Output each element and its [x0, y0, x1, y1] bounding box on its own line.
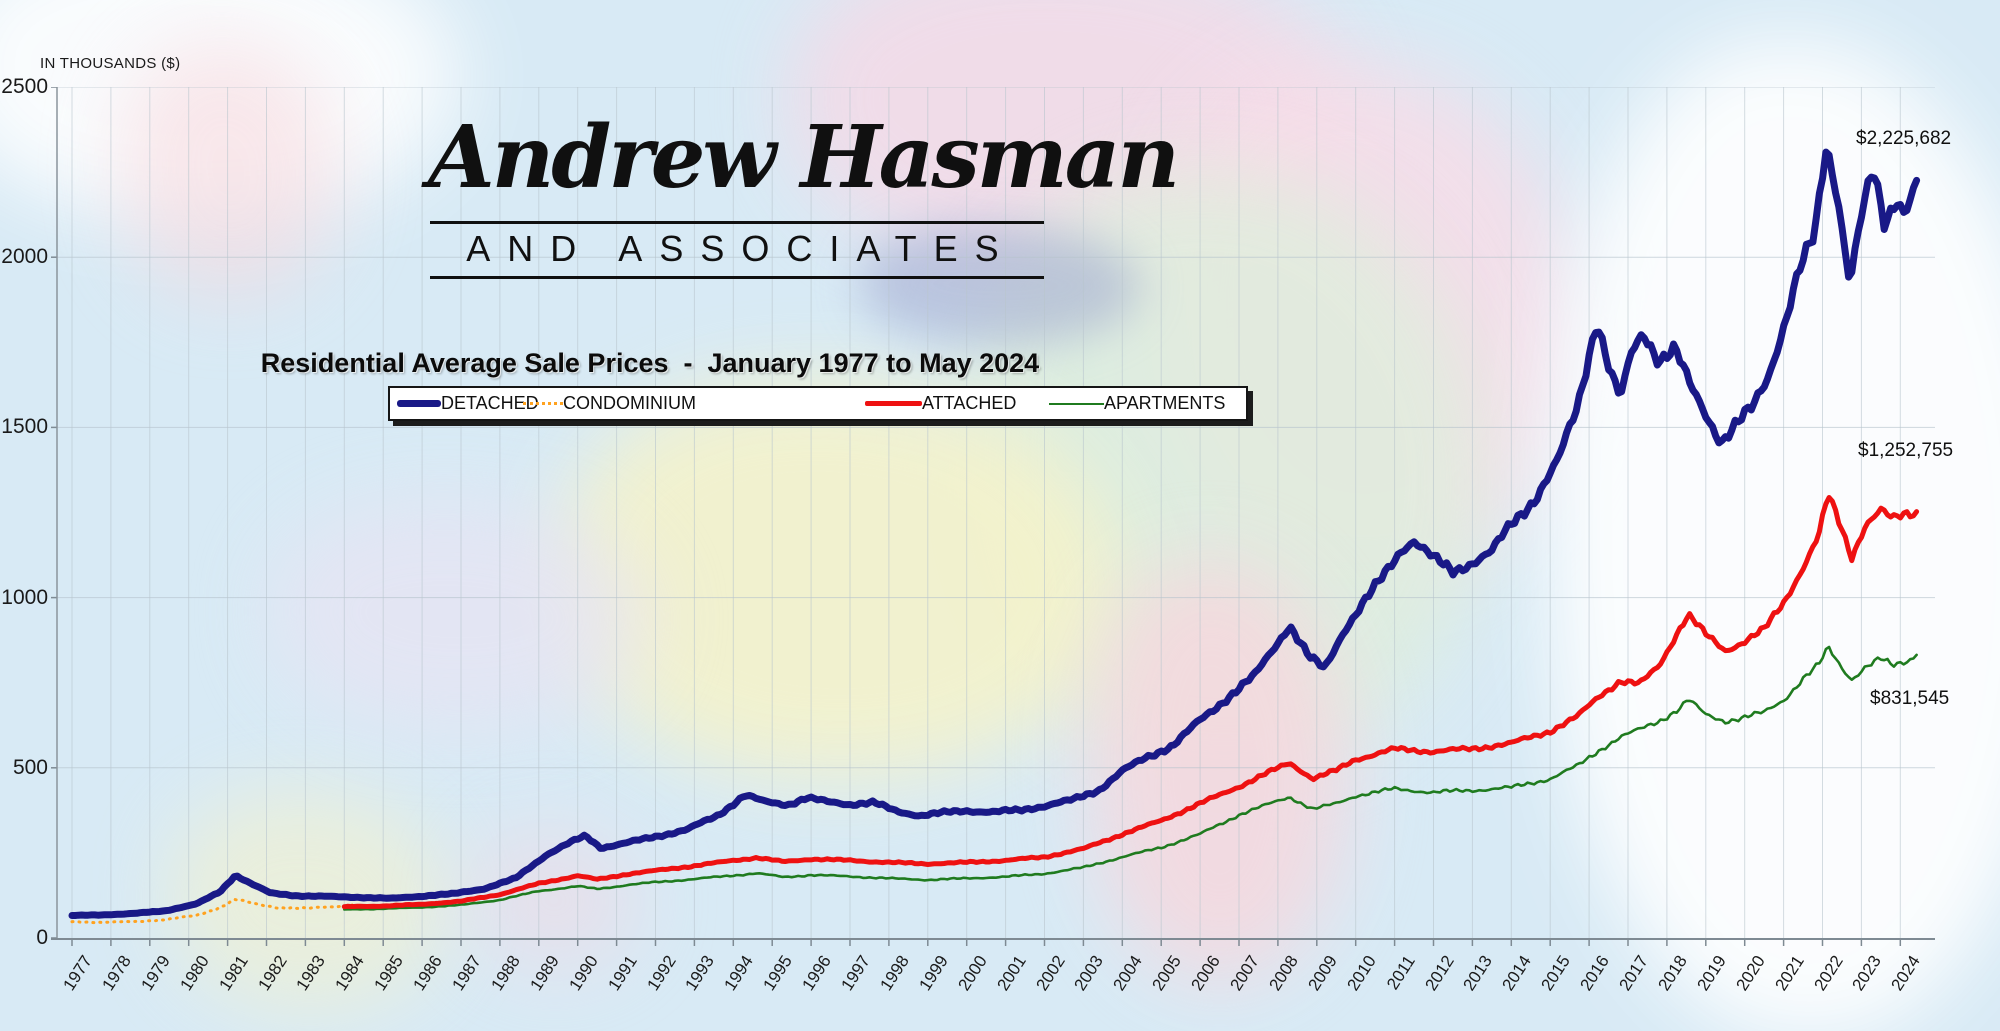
x-tick-label-1997: 1997: [837, 952, 874, 995]
x-tick-label-1999: 1999: [915, 952, 952, 995]
map-region: [860, 225, 1140, 345]
plot-area: [50, 86, 1940, 951]
x-tick-label-1978: 1978: [98, 952, 135, 995]
legend-label: DETACHED: [441, 393, 539, 413]
logo-script-name: Andrew Hasman: [428, 107, 1180, 208]
map-region: [560, 380, 1120, 780]
legend-label: CONDOMINIUM: [563, 393, 696, 413]
legend-label: APARTMENTS: [1104, 393, 1226, 413]
legend-box: DETACHED CONDOMINIUM ATTACHED APARTMENTS: [388, 386, 1248, 421]
y-tick-label-0: 0: [36, 926, 48, 949]
attached-end-value-label: $1,252,755: [1858, 440, 1954, 461]
x-tick-label-1988: 1988: [487, 952, 524, 995]
x-tick-label-1995: 1995: [759, 952, 797, 995]
chart-svg: [51, 86, 1935, 946]
company-logo: Andrew Hasman AND ASSOCIATES: [428, 96, 1180, 279]
x-tick-label-2003: 2003: [1070, 952, 1108, 995]
y-tick-label-1000: 1000: [1, 585, 48, 609]
x-tick-label-1987: 1987: [448, 952, 485, 995]
detached-line-swatch: [397, 400, 441, 407]
y-tick-label-1500: 1500: [1, 415, 48, 439]
map-region: [270, 500, 650, 730]
series-line-condominium: [70, 898, 354, 925]
x-tick-label-1994: 1994: [720, 952, 758, 995]
apartments-line-swatch: [1049, 402, 1104, 405]
x-tick-label-2000: 2000: [954, 952, 991, 995]
x-tick-label-1977: 1977: [59, 952, 96, 995]
detached-end-value-label: $2,225,682: [1856, 128, 1952, 149]
chart-title: Residential Average Sale Prices - Januar…: [260, 348, 1040, 378]
x-tick-label-2010: 2010: [1343, 952, 1380, 995]
x-tick-label-2011: 2011: [1382, 952, 1419, 994]
x-tick-label-1993: 1993: [681, 952, 719, 995]
map-region: [120, 40, 340, 300]
x-tick-label-2013: 2013: [1459, 952, 1497, 995]
y-tick-label-2500: 2500: [1, 75, 48, 98]
x-tick-label-2004: 2004: [1109, 952, 1147, 995]
x-tick-label-2012: 2012: [1420, 952, 1458, 995]
x-tick-label-2002: 2002: [1031, 952, 1069, 995]
condominium-line-swatch: [523, 402, 563, 405]
y-tick-label-2000: 2000: [1, 245, 48, 269]
y-axis-unit-label: IN THOUSANDS ($): [40, 55, 181, 72]
x-tick-label-2005: 2005: [1148, 952, 1186, 995]
attached-line-swatch: [865, 401, 922, 406]
logo-rule-top: [430, 220, 1044, 224]
apartments-end-value-label: $831,545: [1870, 688, 1950, 709]
legend-item-apartments: APARTMENTS: [1049, 388, 1225, 419]
series-line-detached: [68, 148, 1921, 919]
x-tick-label-2014: 2014: [1498, 952, 1536, 995]
map-region: [1550, 40, 2000, 1031]
x-tick-label-2015: 2015: [1537, 952, 1575, 995]
x-tick-label-1991: 1991: [603, 952, 641, 995]
logo-rule-bottom: [430, 275, 1044, 279]
series-line-apartments: [343, 645, 1918, 911]
legend-label: ATTACHED: [922, 393, 1017, 413]
y-tick-label-500: 500: [12, 755, 48, 779]
x-tick-label-2001: 2001: [992, 952, 1030, 995]
x-tick-label-2017: 2017: [1615, 952, 1652, 995]
x-tick-label-1992: 1992: [642, 952, 680, 995]
legend-item-attached: ATTACHED: [865, 388, 1016, 419]
x-tick-label-1996: 1996: [798, 952, 836, 995]
series-line-attached: [341, 495, 1920, 910]
x-tick-label-1979: 1979: [137, 952, 174, 995]
x-tick-label-1998: 1998: [876, 952, 913, 995]
x-tick-label-2016: 2016: [1576, 952, 1614, 995]
legend-item-condominium: CONDOMINIUM: [523, 388, 696, 419]
legend-item-detached: DETACHED: [397, 388, 539, 419]
logo-subtitle: AND ASSOCIATES: [466, 227, 1016, 269]
map-region: [1090, 560, 1350, 980]
x-tick-label-2009: 2009: [1304, 952, 1341, 995]
